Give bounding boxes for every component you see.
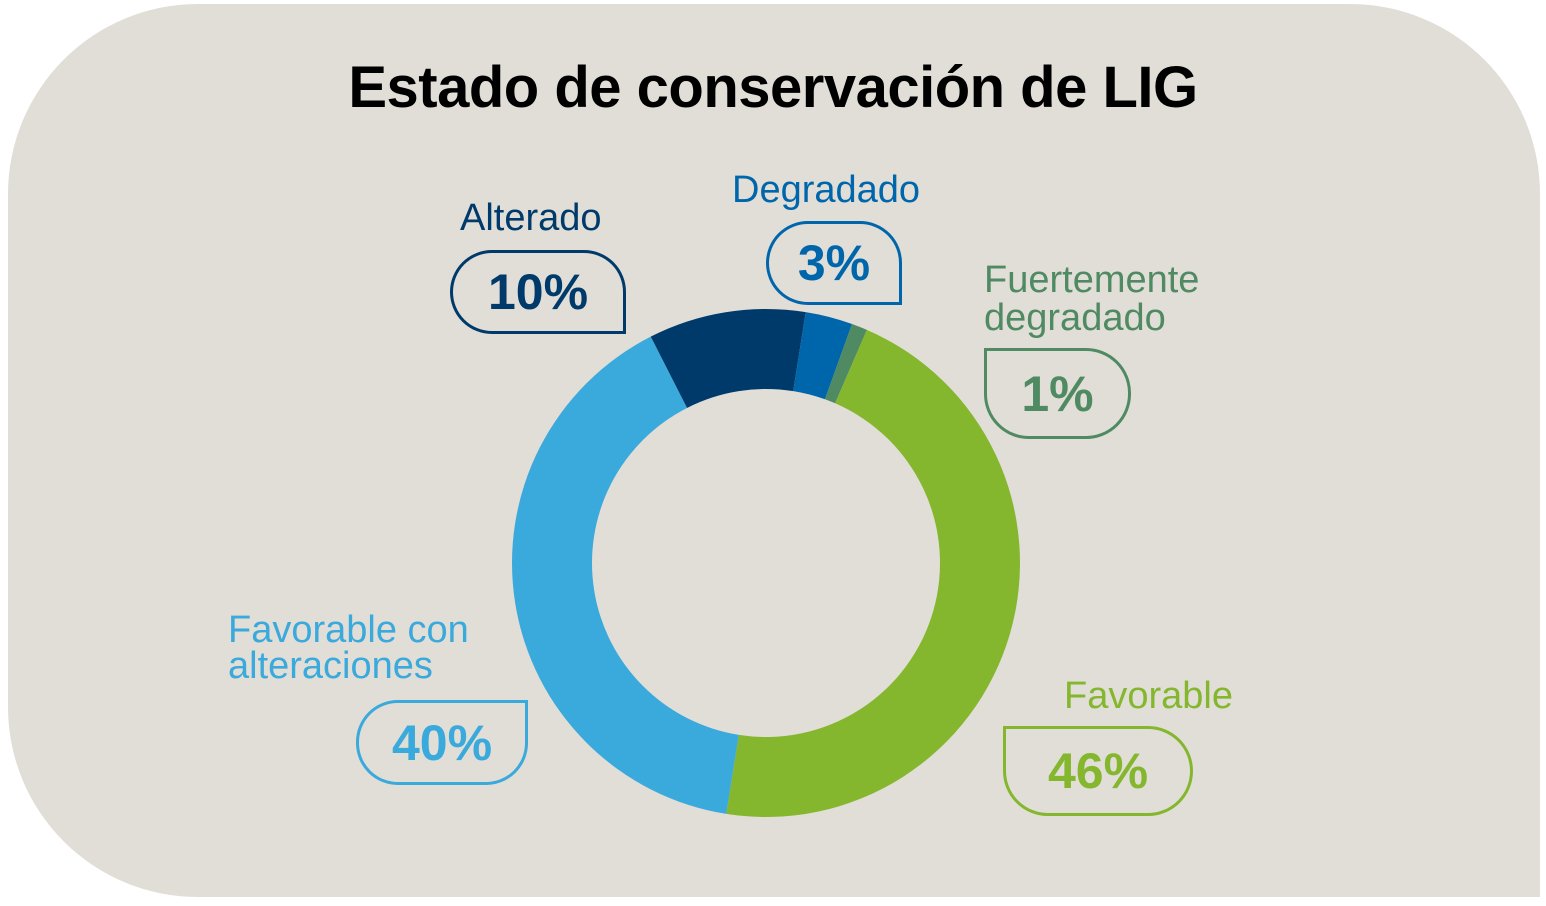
chart-title: Estado de conservación de LIG [348,55,1198,120]
label-fuertemente-line2: degradado [984,297,1166,339]
donut-slice-favorable [726,329,1021,818]
badge-fuertemente: 1% [984,348,1131,439]
badge-favorable: 46% [1003,726,1193,816]
label-favorable-alt-line2: alteraciones [228,645,433,687]
label-fuertemente-line1: Fuertemente [984,259,1200,301]
label-degradado: Degradado [732,169,921,211]
donut-slice-fuertemente [824,324,867,404]
label-favorable: Favorable [1064,675,1233,717]
label-favorable-alt-line1: Favorable con [228,609,469,651]
donut-slice-degradado [793,312,853,400]
badge-favorable-alt: 40% [356,700,528,785]
badge-degradado: 3% [766,221,902,305]
badge-alterado: 10% [450,250,626,334]
label-alterado: Alterado [460,197,602,239]
donut-slice-alterado [650,309,806,408]
donut-slice-favorable_alt [512,336,739,814]
